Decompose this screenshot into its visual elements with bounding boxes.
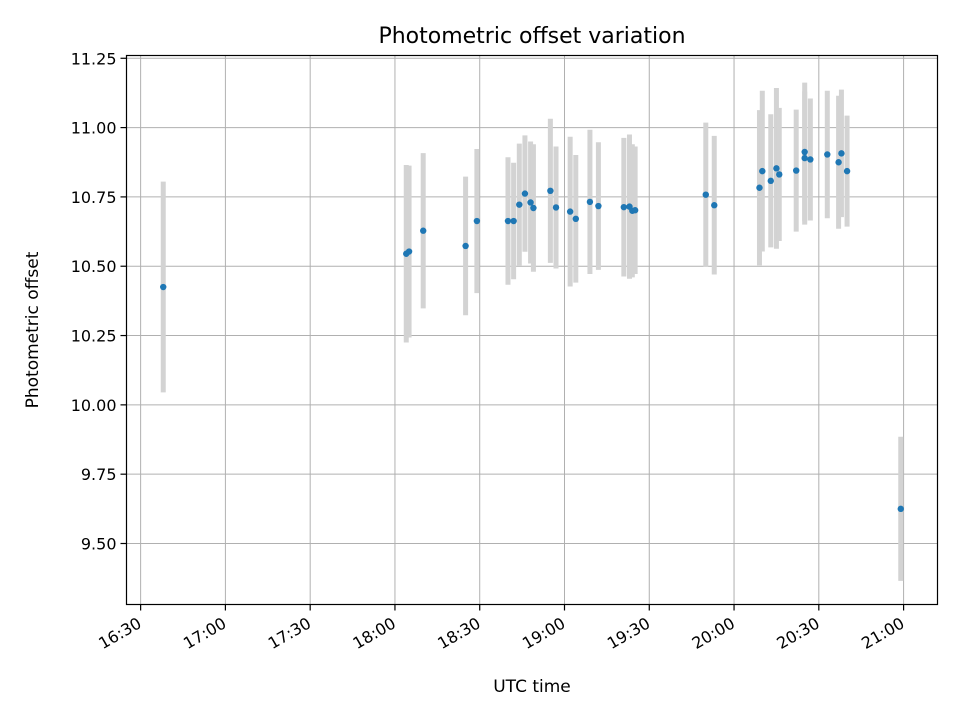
data-point <box>776 171 783 178</box>
data-point <box>759 167 766 175</box>
data-point <box>702 191 709 198</box>
x-tick-label: 17:00 <box>180 614 229 654</box>
data-point <box>516 201 523 208</box>
data-point <box>801 154 808 162</box>
x-tick-label: 20:30 <box>773 614 822 654</box>
data-point <box>835 159 842 166</box>
y-axis-ticks: 9.50 9.75 10.00 10.25 10.50 10.75 11.00 11.25 <box>71 49 127 554</box>
data-point <box>521 190 529 197</box>
y-tick-label: 10.50 <box>71 257 117 276</box>
data-points <box>160 148 904 513</box>
data-point <box>756 184 763 191</box>
x-tick-label: 18:30 <box>434 614 483 654</box>
data-point <box>767 177 774 185</box>
data-point <box>620 203 628 211</box>
y-tick-label: 10.75 <box>71 188 117 207</box>
data-point <box>530 204 537 212</box>
data-point <box>462 242 469 250</box>
data-point <box>566 208 574 215</box>
x-tick-label: 18:00 <box>350 614 399 654</box>
x-tick-label: 21:00 <box>858 614 907 654</box>
error-bars <box>160 82 904 581</box>
data-point <box>473 217 481 225</box>
x-tick-label: 19:30 <box>604 614 653 654</box>
grid <box>126 55 938 605</box>
data-point <box>793 167 800 174</box>
data-point <box>843 167 851 175</box>
plot-frame <box>125 54 939 606</box>
data-point <box>420 227 427 234</box>
data-point <box>807 156 814 163</box>
chart-title: Photometric offset variation <box>378 24 685 49</box>
data-point <box>547 187 554 195</box>
x-tick-label: 16:30 <box>95 614 144 654</box>
data-point <box>631 207 639 214</box>
data-point <box>405 248 413 255</box>
data-point <box>801 148 808 156</box>
data-point <box>897 505 904 513</box>
y-tick-label: 10.00 <box>71 396 117 415</box>
data-point <box>711 202 718 209</box>
data-point <box>824 151 831 158</box>
data-point <box>586 198 594 206</box>
data-point <box>595 202 602 210</box>
data-point <box>504 217 512 225</box>
x-axis-label: UTC time <box>493 677 571 697</box>
x-axis-ticks: 16:30 17:00 17:30 18:00 18:30 19:00 19:30 20:00… <box>95 604 908 654</box>
data-point <box>552 204 560 211</box>
y-tick-label: 11.25 <box>71 49 117 68</box>
data-point <box>773 165 780 172</box>
data-point <box>160 283 167 291</box>
data-point <box>527 199 534 206</box>
data-point <box>572 215 579 223</box>
x-tick-label: 20:00 <box>689 614 738 654</box>
data-point <box>510 217 517 225</box>
y-axis-label: Photometric offset <box>23 251 43 408</box>
data-point <box>838 150 845 157</box>
x-tick-label: 17:30 <box>265 614 314 654</box>
y-tick-label: 10.25 <box>71 327 117 346</box>
y-tick-label: 11.00 <box>71 119 117 138</box>
y-tick-label: 9.50 <box>81 535 117 554</box>
y-tick-label: 9.75 <box>81 465 117 484</box>
x-tick-label: 19:00 <box>519 614 568 654</box>
